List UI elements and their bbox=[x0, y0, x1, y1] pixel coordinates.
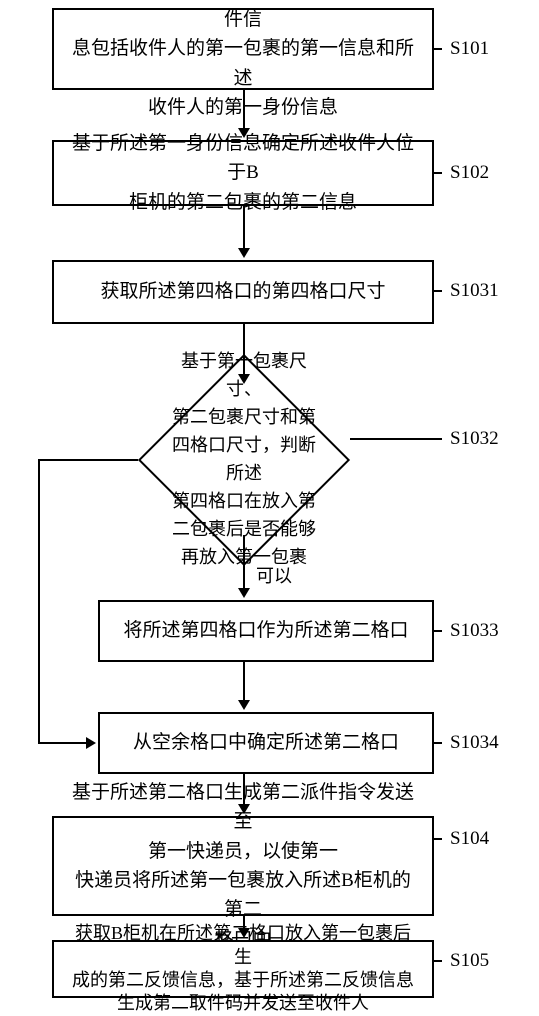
arrow-2 bbox=[243, 206, 245, 250]
arrow-branch-v bbox=[38, 459, 40, 743]
tick-s104 bbox=[434, 838, 442, 840]
step-s1031-text: 获取所述第四格口的第四格口尺寸 bbox=[100, 277, 385, 306]
decision-s1032: 基于第一包裹尺寸、第二包裹尺寸和第四格口尺寸，判断所述第四格口在放入第二包裹后是… bbox=[169, 385, 319, 535]
arrow-branch-h1 bbox=[38, 459, 138, 461]
arrowhead-5 bbox=[238, 700, 250, 710]
label-s102: S102 bbox=[450, 162, 489, 184]
label-s101: S101 bbox=[450, 38, 489, 60]
tick-s1033 bbox=[434, 630, 442, 632]
tick-s1034 bbox=[434, 742, 442, 744]
arrowhead-1 bbox=[238, 128, 250, 138]
arrowhead-6 bbox=[238, 804, 250, 814]
label-s1033: S1033 bbox=[450, 620, 499, 642]
step-s101: 获取A柜机的第一派件信息，所述第一派件信息包括收件人的第一包裹的第一信息和所述收… bbox=[52, 8, 434, 90]
step-s105: 获取B柜机在所述第二格口放入第一包裹后生成的第二反馈信息，基于所述第二反馈信息生… bbox=[52, 940, 434, 998]
tick-s102 bbox=[434, 172, 442, 174]
label-s105: S105 bbox=[450, 950, 489, 972]
step-s1034-text: 从空余格口中确定所述第二格口 bbox=[133, 728, 399, 757]
step-s104: 基于所述第二格口生成第二派件指令发送至第一快递员，以使第一快递员将所述第一包裹放… bbox=[52, 816, 434, 916]
label-s1031: S1031 bbox=[450, 280, 499, 302]
step-s1033-text: 将所述第四格口作为所述第二格口 bbox=[123, 616, 408, 645]
arrow-1 bbox=[243, 90, 245, 130]
label-s1032: S1032 bbox=[450, 428, 499, 450]
arrowhead-4 bbox=[238, 588, 250, 598]
arrowhead-2 bbox=[238, 248, 250, 258]
step-s102: 基于所述第一身份信息确定所述收件人位于B柜机的第二包裹的第二信息 bbox=[52, 140, 434, 206]
label-s104: S104 bbox=[450, 828, 489, 850]
step-s102-text: 基于所述第一身份信息确定所述收件人位于B柜机的第二包裹的第二信息 bbox=[68, 129, 418, 217]
tick-s1032 bbox=[434, 438, 442, 440]
arrow-branch-h2 bbox=[38, 742, 88, 744]
arrowhead-branch bbox=[86, 737, 96, 749]
label-s1034: S1034 bbox=[450, 732, 499, 754]
tick-s1031 bbox=[434, 290, 442, 292]
step-s1033: 将所述第四格口作为所述第二格口 bbox=[98, 600, 434, 662]
tick-s101 bbox=[434, 48, 442, 50]
arrow-6 bbox=[243, 774, 245, 806]
diamond-right-stub bbox=[350, 438, 434, 440]
step-s1031: 获取所述第四格口的第四格口尺寸 bbox=[52, 260, 434, 324]
step-s1034: 从空余格口中确定所述第二格口 bbox=[98, 712, 434, 774]
arrow-5 bbox=[243, 662, 245, 702]
tick-s105 bbox=[434, 960, 442, 962]
decision-s1032-text: 基于第一包裹尺寸、第二包裹尺寸和第四格口尺寸，判断所述第四格口在放入第二包裹后是… bbox=[169, 348, 319, 571]
arrowhead-7 bbox=[238, 928, 250, 938]
